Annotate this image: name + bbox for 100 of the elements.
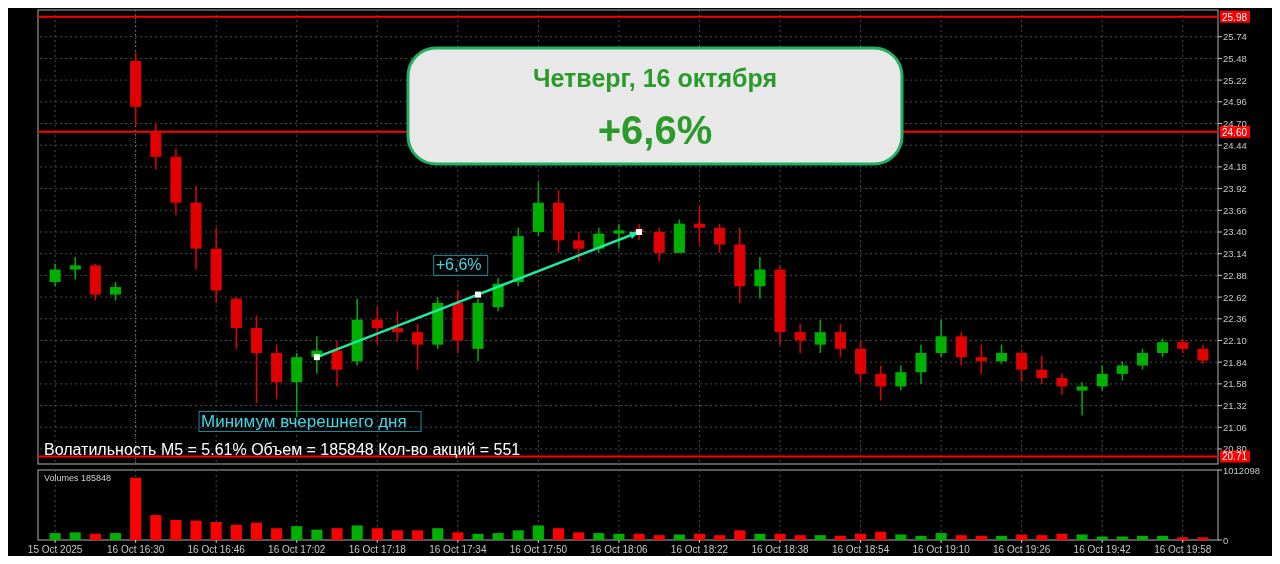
- bar: [995, 535, 1008, 540]
- candlestick: [653, 227, 665, 262]
- candlestick: [49, 262, 61, 287]
- bar: [452, 532, 464, 540]
- x-tick-label: 16 Oct 17:34: [429, 544, 487, 555]
- y-tick-label: 1012098: [1223, 464, 1260, 476]
- y-tick-label: 24.96: [1223, 96, 1247, 108]
- candlestick: [915, 343, 927, 385]
- bar: [532, 525, 544, 540]
- y-tick-label: 21.58: [1223, 378, 1247, 390]
- bar: [1056, 533, 1068, 540]
- candlestick: [1056, 373, 1068, 396]
- y-tick-label: 21.06: [1223, 421, 1247, 433]
- candlestick: [1157, 338, 1169, 358]
- ref-line-label: 20.71: [1222, 451, 1248, 463]
- candlestick: [895, 364, 907, 392]
- bar: [834, 535, 846, 540]
- bar: [432, 528, 444, 540]
- bar: [512, 530, 524, 540]
- bar: [492, 533, 504, 540]
- bar: [754, 533, 766, 540]
- y-tick-label: 22.10: [1223, 334, 1247, 346]
- bar: [49, 533, 61, 540]
- bar: [412, 530, 424, 540]
- bar: [1016, 534, 1028, 540]
- bar: [734, 530, 746, 540]
- y-tick-label: 24.44: [1223, 139, 1247, 151]
- bar: [109, 533, 122, 540]
- candlestick: [371, 306, 383, 346]
- candlestick: [1016, 349, 1028, 383]
- y-tick-label: 22.62: [1223, 291, 1247, 303]
- candlestick: [714, 222, 726, 254]
- x-tick-label: 16 Oct 18:38: [751, 544, 810, 555]
- bar: [935, 533, 947, 540]
- candlestick: [613, 222, 625, 250]
- bar: [673, 534, 685, 540]
- x-tick-label: 16 Oct 19:42: [1073, 544, 1132, 555]
- bar: [210, 522, 222, 540]
- candlestick: [1197, 343, 1209, 365]
- bar: [915, 535, 927, 540]
- x-tick-label: 16 Oct 19:26: [993, 544, 1051, 555]
- bar: [190, 520, 202, 540]
- bar: [472, 533, 484, 540]
- y-tick-label: 22.88: [1223, 269, 1247, 281]
- bar: [391, 530, 403, 540]
- candlestick: [1036, 354, 1048, 385]
- y-tick-label: 21.32: [1223, 400, 1247, 412]
- bar: [311, 529, 323, 540]
- bar: [653, 535, 665, 540]
- candlestick: [1076, 381, 1088, 417]
- x-tick-label: 16 Oct 18:06: [590, 544, 648, 555]
- candlestick: [794, 323, 806, 354]
- y-tick-label: 23.40: [1223, 226, 1247, 238]
- candlestick: [693, 204, 706, 246]
- bar: [170, 519, 182, 540]
- candlestick: [109, 281, 122, 302]
- bar: [875, 531, 887, 540]
- bar: [271, 528, 283, 540]
- y-tick-label: 0: [1223, 534, 1229, 546]
- bar: [573, 532, 585, 540]
- title-card: Четверг, 16 октября +6,6%: [406, 46, 904, 166]
- bar: [552, 528, 565, 540]
- x-tick-label: 16 Oct 18:54: [831, 544, 890, 555]
- y-tick-label: 23.66: [1223, 204, 1247, 216]
- x-tick-label: 16 Oct 18:22: [670, 544, 729, 555]
- candlestick: [975, 343, 987, 375]
- bar: [1157, 535, 1169, 540]
- bar: [814, 535, 826, 540]
- bar: [714, 535, 726, 540]
- bar: [130, 477, 142, 540]
- candlestick: [754, 256, 766, 300]
- x-tick-label: 16 Oct 16:30: [107, 544, 165, 555]
- bar: [1076, 534, 1088, 540]
- bar: [1197, 537, 1209, 540]
- y-tick-label: 25.48: [1223, 52, 1247, 64]
- bar: [351, 525, 363, 540]
- candlestick: [995, 343, 1008, 365]
- bar: [955, 535, 967, 540]
- bar: [895, 534, 907, 540]
- candlestick: [875, 364, 887, 402]
- candlestick: [814, 318, 826, 354]
- bar: [150, 515, 162, 540]
- candlestick: [391, 310, 403, 342]
- bar: [230, 524, 242, 540]
- candlestick: [1136, 348, 1149, 371]
- y-tick-label: 24.18: [1223, 161, 1247, 173]
- x-tick-label: 16 Oct 17:02: [268, 544, 326, 555]
- x-tick-label: 16 Oct 19:10: [912, 544, 971, 555]
- candlestick: [1116, 360, 1128, 382]
- bar: [693, 533, 706, 540]
- bar: [89, 533, 101, 540]
- bar: [794, 535, 806, 540]
- bar: [69, 532, 81, 540]
- candlestick: [69, 256, 81, 281]
- bar: [774, 533, 786, 540]
- x-tick-label: 15 Oct 2025: [27, 544, 83, 555]
- y-tick-label: 22.36: [1223, 313, 1247, 325]
- bar: [855, 533, 867, 540]
- chart-title: Volumes 185848: [44, 473, 112, 483]
- ref-line-label: 25.98: [1222, 11, 1248, 23]
